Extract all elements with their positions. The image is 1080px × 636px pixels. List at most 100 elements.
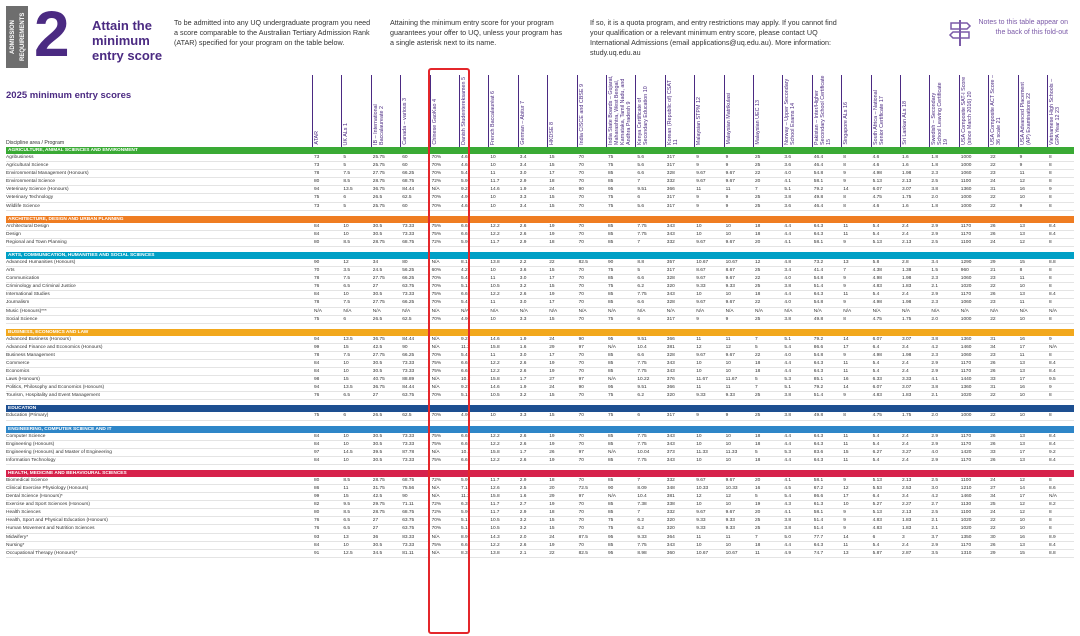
program-name: Communication (6, 276, 40, 282)
score-cell: 4.1 (931, 377, 939, 383)
score-cell: 24 (549, 534, 555, 540)
score-cell: 77.7 (813, 534, 824, 540)
score-cell: 8 (1049, 518, 1052, 524)
score-cell: 10 (725, 231, 731, 237)
score-cell: 10 (725, 457, 731, 463)
score-cell: 1000 (960, 155, 972, 160)
score-cell: 10 (343, 292, 349, 298)
score-cell: 10 (696, 457, 702, 463)
score-cell: 15 (1019, 259, 1025, 265)
score-cell: 18 (755, 223, 761, 229)
score-cell: 366 (666, 336, 675, 342)
score-cell: 60 (402, 155, 408, 160)
column-header: Kenya Certificate of Secondary Education… (635, 75, 664, 147)
column-header-label: USA Composite ACT Score – 36 scale 21 (990, 74, 1003, 145)
score-cell: 70 (314, 268, 320, 274)
score-cell: 3.6 (784, 163, 792, 169)
score-cell: 7.75 (637, 542, 647, 548)
score-cell: 10 (696, 441, 702, 447)
table-row: Commerce 84 10 30.5 73.33 75% 6.6 12.2 2.6 19 70 85… (6, 360, 1074, 369)
score-cell: 10 (696, 433, 702, 439)
score-cell: 36.75 (372, 336, 385, 342)
score-cell: 9.2 (461, 385, 468, 391)
score-cell: 8 (843, 163, 846, 169)
score-cell: 95 (608, 550, 614, 556)
score-cell: 17 (1019, 377, 1025, 383)
score-cell: 8 (1049, 352, 1052, 358)
score-cell: 9 (696, 195, 699, 201)
score-cell: 9 (696, 413, 699, 419)
score-cell: 75 (608, 163, 614, 169)
score-cell: 18 (755, 433, 761, 439)
score-cell: 20 (549, 486, 555, 491)
score-cell: 70 (578, 510, 584, 516)
score-cell: 10 (490, 203, 496, 209)
column-header: Danish Studentereksamen 5 (459, 75, 488, 147)
score-cell: 10 (725, 433, 731, 439)
score-cell: 10.33 (725, 486, 738, 491)
score-cell: 25 (755, 526, 761, 532)
score-cell: 68.75 (402, 239, 415, 245)
score-cell: 6.27 (872, 449, 882, 455)
score-cell: 6.6 (637, 352, 645, 358)
score-cell: 17 (1019, 494, 1025, 500)
column-header: ATAR (312, 75, 341, 147)
column-header: Singapore ALs 16 (841, 75, 870, 147)
score-cell: 72% (431, 510, 442, 516)
score-cell: 10 (696, 369, 702, 375)
score-cell: 17 (549, 171, 555, 177)
score-cell: 10 (696, 292, 702, 298)
score-cell: 12.2 (490, 457, 500, 463)
score-cell: 1.98 (902, 300, 912, 306)
column-header-label: India State Boards – Gujarat, Maharashtr… (608, 75, 632, 145)
score-cell: 28.75 (372, 477, 385, 483)
score-cell: 30.5 (372, 223, 383, 229)
score-cell: 9.2 (461, 187, 468, 193)
score-cell: 27 (372, 526, 379, 532)
score-cell: 85 (608, 441, 614, 447)
score-cell: 4.4 (784, 433, 792, 439)
score-cell: 10 (1019, 284, 1025, 290)
score-cell: 25.75 (372, 203, 385, 209)
score-cell: 75 (608, 195, 614, 201)
score-cell: 4.6 (872, 155, 880, 160)
score-cell: 1.83 (902, 526, 912, 532)
score-cell: 1.9 (519, 385, 527, 391)
score-cell: 25 (755, 518, 761, 524)
score-cell: 8 (1049, 510, 1052, 516)
score-cell: 5.3 (784, 449, 792, 455)
score-cell: 5.9 (461, 239, 468, 245)
score-cell: N/A (578, 308, 587, 314)
score-cell: N/A (784, 308, 793, 314)
score-cell: 5.4 (461, 352, 468, 358)
score-cell: 6 (343, 195, 347, 201)
score-cell: 90 (578, 385, 584, 391)
score-cell: 12 (1019, 239, 1025, 245)
score-cell: 73.33 (402, 231, 415, 237)
score-cell: 36.75 (372, 385, 385, 391)
score-cell: N/A (549, 308, 558, 314)
score-cell: 11 (490, 276, 496, 282)
score-cell: 85 (608, 477, 614, 483)
score-cell: 18 (549, 239, 555, 245)
score-cell: 5.4 (872, 457, 880, 463)
score-cell: 70% (431, 316, 442, 322)
table-row: Architectural Design 84 10 30.5 73.33 75% 6.6 1… (6, 223, 1074, 231)
score-cell: 22 (549, 550, 555, 556)
score-cell: 3.2 (519, 284, 527, 290)
score-cell: 8 (1049, 179, 1052, 185)
score-cell: 97 (578, 377, 584, 383)
score-cell: 19 (755, 502, 761, 508)
score-cell: 60 (402, 203, 408, 209)
score-cell: 10 (725, 223, 731, 229)
score-cell: 8.09 (637, 486, 647, 491)
score-cell: 317 (666, 268, 675, 274)
score-cell: 26 (990, 360, 996, 366)
score-cell: 18 (755, 441, 761, 447)
score-cell: 4.6 (461, 163, 468, 169)
score-cell: 33 (990, 449, 996, 455)
score-cell: 10 (696, 502, 702, 508)
column-header-label: Chinese GaoKao 4 (431, 99, 438, 145)
score-cell: 3.27 (902, 449, 912, 455)
score-cell: 8.4 (1049, 292, 1056, 298)
